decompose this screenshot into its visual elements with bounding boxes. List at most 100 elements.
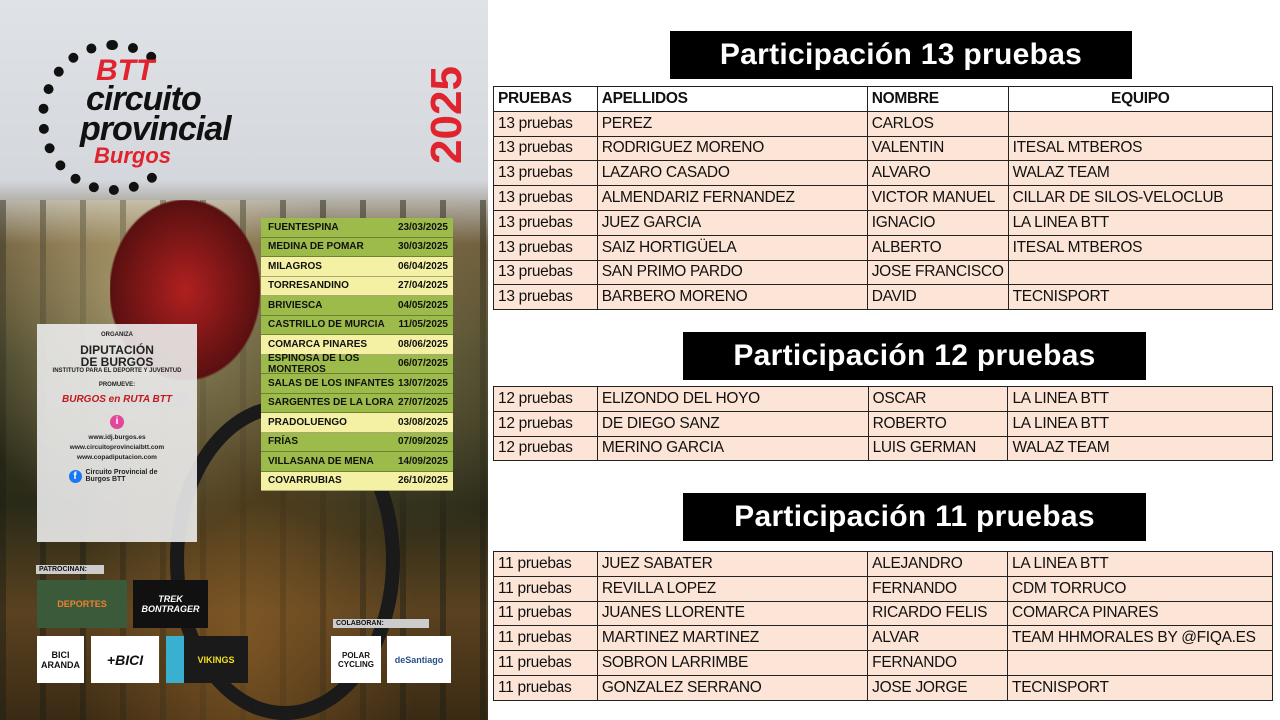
cell-apellidos: DE DIEGO SANZ bbox=[596, 410, 869, 437]
schedule-place: VILLASANA DE MENA bbox=[268, 455, 374, 467]
schedule-date: 23/03/2025 bbox=[397, 221, 448, 233]
schedule-place: PRADOLUENGO bbox=[268, 416, 347, 428]
column-header-apellidos: APELLIDOS bbox=[596, 86, 868, 112]
cell-pruebas: 13 pruebas bbox=[493, 234, 598, 261]
collaborator-polar: POLAR CYCLING bbox=[331, 636, 381, 683]
table-row: 11 pruebas REVILLA LOPEZ FERNANDO CDM TORRU… bbox=[493, 575, 1273, 602]
cell-equipo: CILLAR DE SILOS-VELOCLUB bbox=[1007, 185, 1274, 211]
table-row: 13 pruebas LAZARO CASADO ALVARO WALAZ TEAM bbox=[493, 160, 1274, 187]
cell-apellidos: SAN PRIMO PARDO bbox=[596, 259, 868, 286]
table-row: 11 pruebas JUEZ SABATER ALEJANDRO LA LINEA … bbox=[493, 551, 1273, 577]
schedule-place: TORRESANDINO bbox=[268, 280, 349, 292]
race-schedule: FUENTESPINA 23/03/2025 MEDINA DE POMAR 30/0… bbox=[261, 218, 453, 491]
cell-pruebas: 13 pruebas bbox=[493, 160, 598, 187]
cell-equipo: ITESAL MTBEROS bbox=[1007, 234, 1274, 261]
cell-equipo bbox=[1007, 650, 1273, 676]
cell-pruebas: 11 pruebas bbox=[493, 674, 598, 701]
schedule-place: FUENTESPINA bbox=[268, 221, 339, 233]
cell-nombre: ROBERTO bbox=[867, 410, 1009, 437]
schedule-row: CASTRILLO DE MURCIA 11/05/2025 bbox=[261, 315, 453, 335]
cell-nombre: RICARDO FELIS bbox=[867, 600, 1009, 627]
cell-nombre: JOSE JORGE bbox=[867, 674, 1009, 701]
table-row: 13 pruebas SAIZ HORTIGÜELA ALBERTO ITESAL M… bbox=[493, 234, 1274, 261]
schedule-place: SALAS DE LOS INFANTES bbox=[268, 377, 395, 389]
cell-apellidos: PEREZ bbox=[596, 110, 868, 137]
schedule-date: 30/03/2025 bbox=[397, 241, 448, 253]
schedule-row: VILLASANA DE MENA 14/09/2025 bbox=[261, 452, 453, 472]
website-3: www.copadiputacion.com bbox=[77, 454, 157, 461]
cell-pruebas: 13 pruebas bbox=[493, 259, 598, 286]
schedule-row: TORRESANDINO 27/04/2025 bbox=[261, 276, 453, 296]
cell-apellidos: RODRIGUEZ MORENO bbox=[596, 135, 868, 162]
sponsor-bici-aranda: BICI ARANDA bbox=[37, 636, 84, 683]
cell-apellidos: SAIZ HORTIGÜELA bbox=[596, 234, 868, 261]
schedule-date: 26/10/2025 bbox=[397, 475, 448, 487]
cell-pruebas: 11 pruebas bbox=[493, 650, 598, 676]
schedule-place: ESPINOSA DE LOS MONTEROS bbox=[268, 352, 360, 375]
cell-equipo: WALAZ TEAM bbox=[1007, 160, 1274, 187]
sponsor-deportes: DEPORTES bbox=[37, 580, 127, 628]
cell-equipo: TEAM HHMORALES BY @FIQA.ES bbox=[1007, 625, 1273, 652]
cell-equipo: TECNISPORT bbox=[1007, 284, 1274, 311]
cell-nombre: LUIS GERMAN bbox=[867, 435, 1009, 462]
facebook-icon: f bbox=[68, 469, 82, 483]
cell-equipo: LA LINEA BTT bbox=[1007, 386, 1273, 412]
table-header-row: PRUEBAS APELLIDOS NOMBRE EQUIPO bbox=[493, 86, 1274, 112]
sponsor-vikings: VIKINGS bbox=[166, 636, 248, 683]
cell-pruebas: 12 pruebas bbox=[493, 386, 598, 412]
table-row: 13 pruebas JUEZ GARCIA IGNACIO LA LINEA BTT bbox=[493, 209, 1274, 236]
website-1: www.idj.burgos.es bbox=[88, 434, 146, 441]
cell-equipo bbox=[1007, 110, 1274, 137]
column-header-nombre: NOMBRE bbox=[866, 86, 1009, 112]
cell-apellidos: REVILLA LOPEZ bbox=[596, 575, 869, 602]
schedule-date: 27/07/2025 bbox=[397, 397, 448, 409]
logo-burgos: Burgos bbox=[94, 143, 171, 168]
cell-nombre: VALENTIN bbox=[866, 135, 1009, 162]
schedule-row: COMARCA PINARES 08/06/2025 bbox=[261, 335, 453, 355]
table-row: 12 pruebas MERINO GARCIA LUIS GERMAN WALAZ … bbox=[493, 435, 1273, 462]
cell-apellidos: BARBERO MORENO bbox=[596, 284, 868, 311]
cell-equipo: CDM TORRUCO bbox=[1007, 575, 1273, 602]
cell-pruebas: 11 pruebas bbox=[493, 575, 598, 602]
schedule-row: PRADOLUENGO 03/08/2025 bbox=[261, 413, 453, 433]
table-row: 11 pruebas JUANES LLORENTE RICARDO FELIS CO… bbox=[493, 600, 1273, 627]
section-title-12: Participación 12 pruebas bbox=[683, 332, 1146, 380]
schedule-place: COMARCA PINARES bbox=[268, 338, 368, 350]
cell-nombre: ALEJANDRO bbox=[867, 551, 1009, 577]
table-13-pruebas: PRUEBAS APELLIDOS NOMBRE EQUIPO 13 pruebas PE… bbox=[493, 86, 1274, 311]
schedule-date: 11/05/2025 bbox=[398, 319, 449, 331]
cell-equipo: LA LINEA BTT bbox=[1007, 551, 1273, 577]
schedule-row: SALAS DE LOS INFANTES 13/07/2025 bbox=[261, 374, 453, 394]
table-row: 11 pruebas SOBRON LARRIMBE FERNANDO bbox=[493, 650, 1273, 676]
table-11-pruebas: 11 pruebas JUEZ SABATER ALEJANDRO LA LINEA … bbox=[493, 551, 1273, 701]
schedule-row: FUENTESPINA 23/03/2025 bbox=[261, 218, 453, 238]
schedule-date: 07/09/2025 bbox=[397, 436, 448, 448]
cell-pruebas: 12 pruebas bbox=[493, 410, 598, 437]
promoter-logo: BURGOS en RUTA BTT bbox=[47, 392, 187, 407]
cell-apellidos: SOBRON LARRIMBE bbox=[596, 650, 869, 676]
schedule-date: 27/04/2025 bbox=[397, 280, 448, 292]
schedule-row: COVARRUBIAS 26/10/2025 bbox=[261, 471, 453, 491]
table-row: 13 pruebas RODRIGUEZ MORENO VALENTIN ITESAL… bbox=[493, 135, 1274, 162]
cell-equipo bbox=[1007, 259, 1274, 286]
cell-pruebas: 13 pruebas bbox=[493, 110, 598, 137]
section-title-11: Participación 11 pruebas bbox=[683, 493, 1146, 541]
cell-equipo: COMARCA PINARES bbox=[1007, 600, 1273, 627]
website-2: www.circuitoprovincialbtt.com bbox=[69, 444, 165, 451]
logo-provincial: provincial bbox=[80, 110, 232, 148]
cell-apellidos: ELIZONDO DEL HOYO bbox=[596, 386, 869, 412]
table-row: 13 pruebas SAN PRIMO PARDO JOSE FRANCISCO bbox=[493, 259, 1274, 286]
table-row: 11 pruebas MARTINEZ MARTINEZ ALVAR TEAM HHM… bbox=[493, 625, 1273, 652]
logo-btt: BTT bbox=[96, 54, 155, 87]
organiza-label: ORGANIZA bbox=[101, 332, 133, 338]
cell-pruebas: 11 pruebas bbox=[493, 625, 598, 652]
logo-circuito: circuito bbox=[86, 80, 202, 118]
cell-apellidos: JUANES LLORENTE bbox=[596, 600, 869, 627]
cell-nombre: IGNACIO bbox=[866, 209, 1009, 236]
schedule-place: CASTRILLO DE MURCIA bbox=[268, 319, 385, 331]
cell-equipo: LA LINEA BTT bbox=[1007, 209, 1274, 236]
cell-nombre: FERNANDO bbox=[867, 650, 1009, 676]
cell-apellidos: MARTINEZ MARTINEZ bbox=[596, 625, 869, 652]
cell-nombre: FERNANDO bbox=[867, 575, 1009, 602]
table-row: 12 pruebas ELIZONDO DEL HOYO OSCAR LA LINEA… bbox=[493, 386, 1273, 412]
